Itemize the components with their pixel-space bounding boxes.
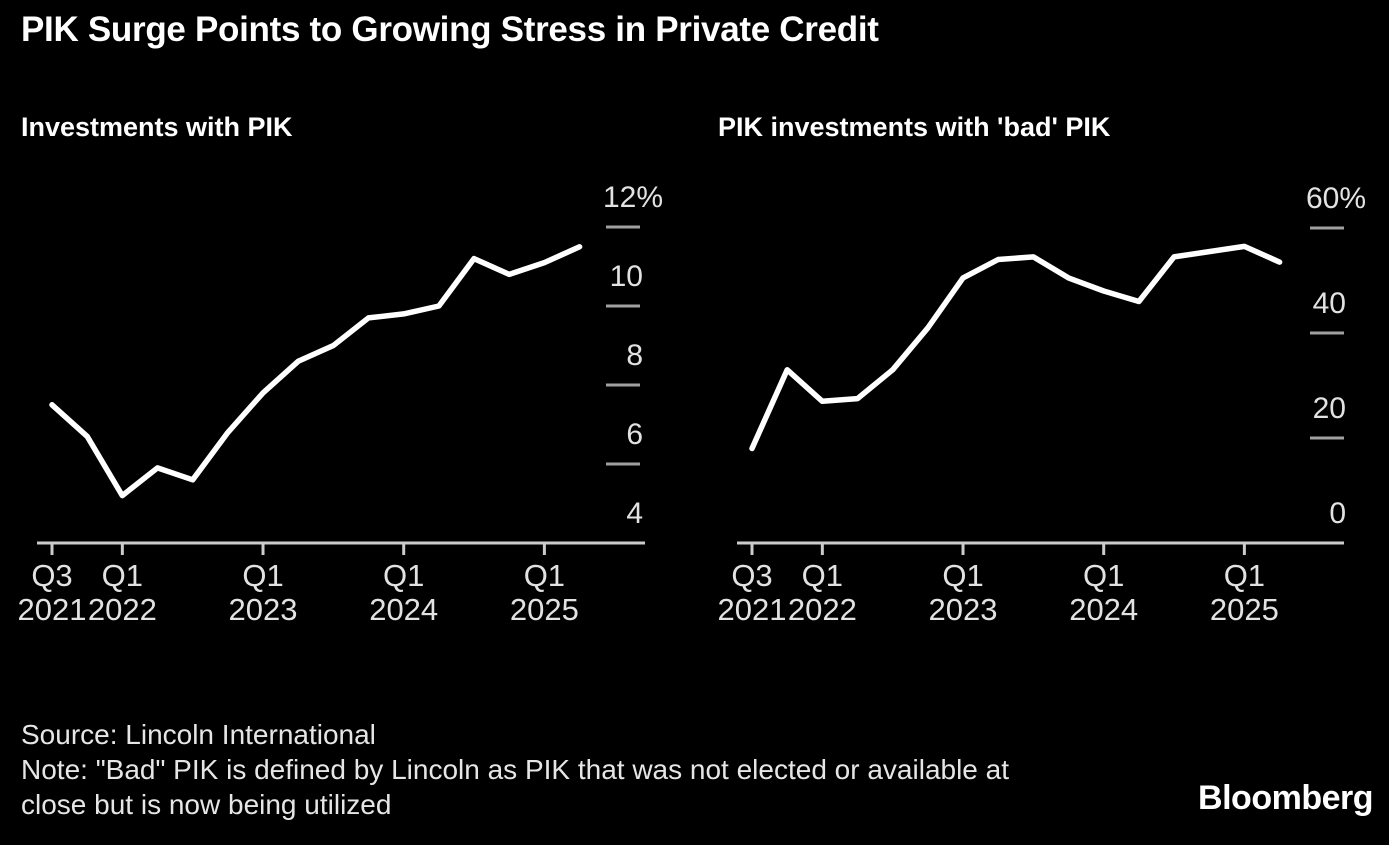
right-chart-subtitle: PIK investments with 'bad' PIK (718, 112, 1111, 142)
note-text: Note: "Bad" PIK is defined by Lincoln as… (21, 754, 1010, 820)
x-tick-label-quarter: Q1 (1224, 558, 1265, 593)
y-tick-label: 60% (1306, 182, 1366, 215)
y-tick-label: 4 (626, 497, 643, 530)
x-tick-label-quarter: Q1 (102, 558, 143, 593)
x-tick-label-year: 2025 (510, 592, 579, 627)
x-tick-label-year: 2025 (1210, 592, 1279, 627)
x-tick-label-year: 2022 (788, 592, 857, 627)
data-line (49, 244, 583, 499)
x-tick-label-quarter: Q1 (1083, 558, 1124, 593)
bloomberg-logo: Bloomberg (1198, 779, 1373, 817)
footer-notes: Source: Lincoln International Note: "Bad… (21, 717, 1041, 822)
y-tick-label: 6 (626, 418, 643, 451)
x-tick-label-year: 2021 (718, 592, 787, 627)
x-tick-label-year: 2022 (88, 592, 157, 627)
x-tick-label-quarter: Q1 (383, 558, 424, 593)
y-tick-label: 40 (1313, 287, 1346, 320)
x-tick-label-year: 2021 (18, 592, 87, 627)
x-tick-label-year: 2024 (369, 592, 438, 627)
x-tick-label-quarter: Q1 (242, 558, 283, 593)
source-text: Source: Lincoln International (21, 719, 376, 750)
x-tick-label-quarter: Q1 (524, 558, 565, 593)
y-tick-label: 12% (603, 181, 663, 214)
x-tick-label-quarter: Q1 (942, 558, 983, 593)
x-tick-label-year: 2023 (229, 592, 298, 627)
chart-title: PIK Surge Points to Growing Stress in Pr… (21, 10, 879, 49)
y-tick-label: 10 (610, 260, 643, 293)
left-chart-subtitle: Investments with PIK (21, 112, 293, 142)
y-tick-label: 20 (1313, 392, 1346, 425)
x-tick-label-quarter: Q3 (31, 558, 72, 593)
data-line (749, 243, 1283, 452)
x-tick-label-quarter: Q3 (731, 558, 772, 593)
x-tick-label-year: 2024 (1069, 592, 1138, 627)
y-tick-label: 8 (626, 339, 643, 372)
x-tick-label-year: 2023 (929, 592, 998, 627)
x-tick-label-quarter: Q1 (802, 558, 843, 593)
y-tick-label: 0 (1329, 497, 1346, 530)
